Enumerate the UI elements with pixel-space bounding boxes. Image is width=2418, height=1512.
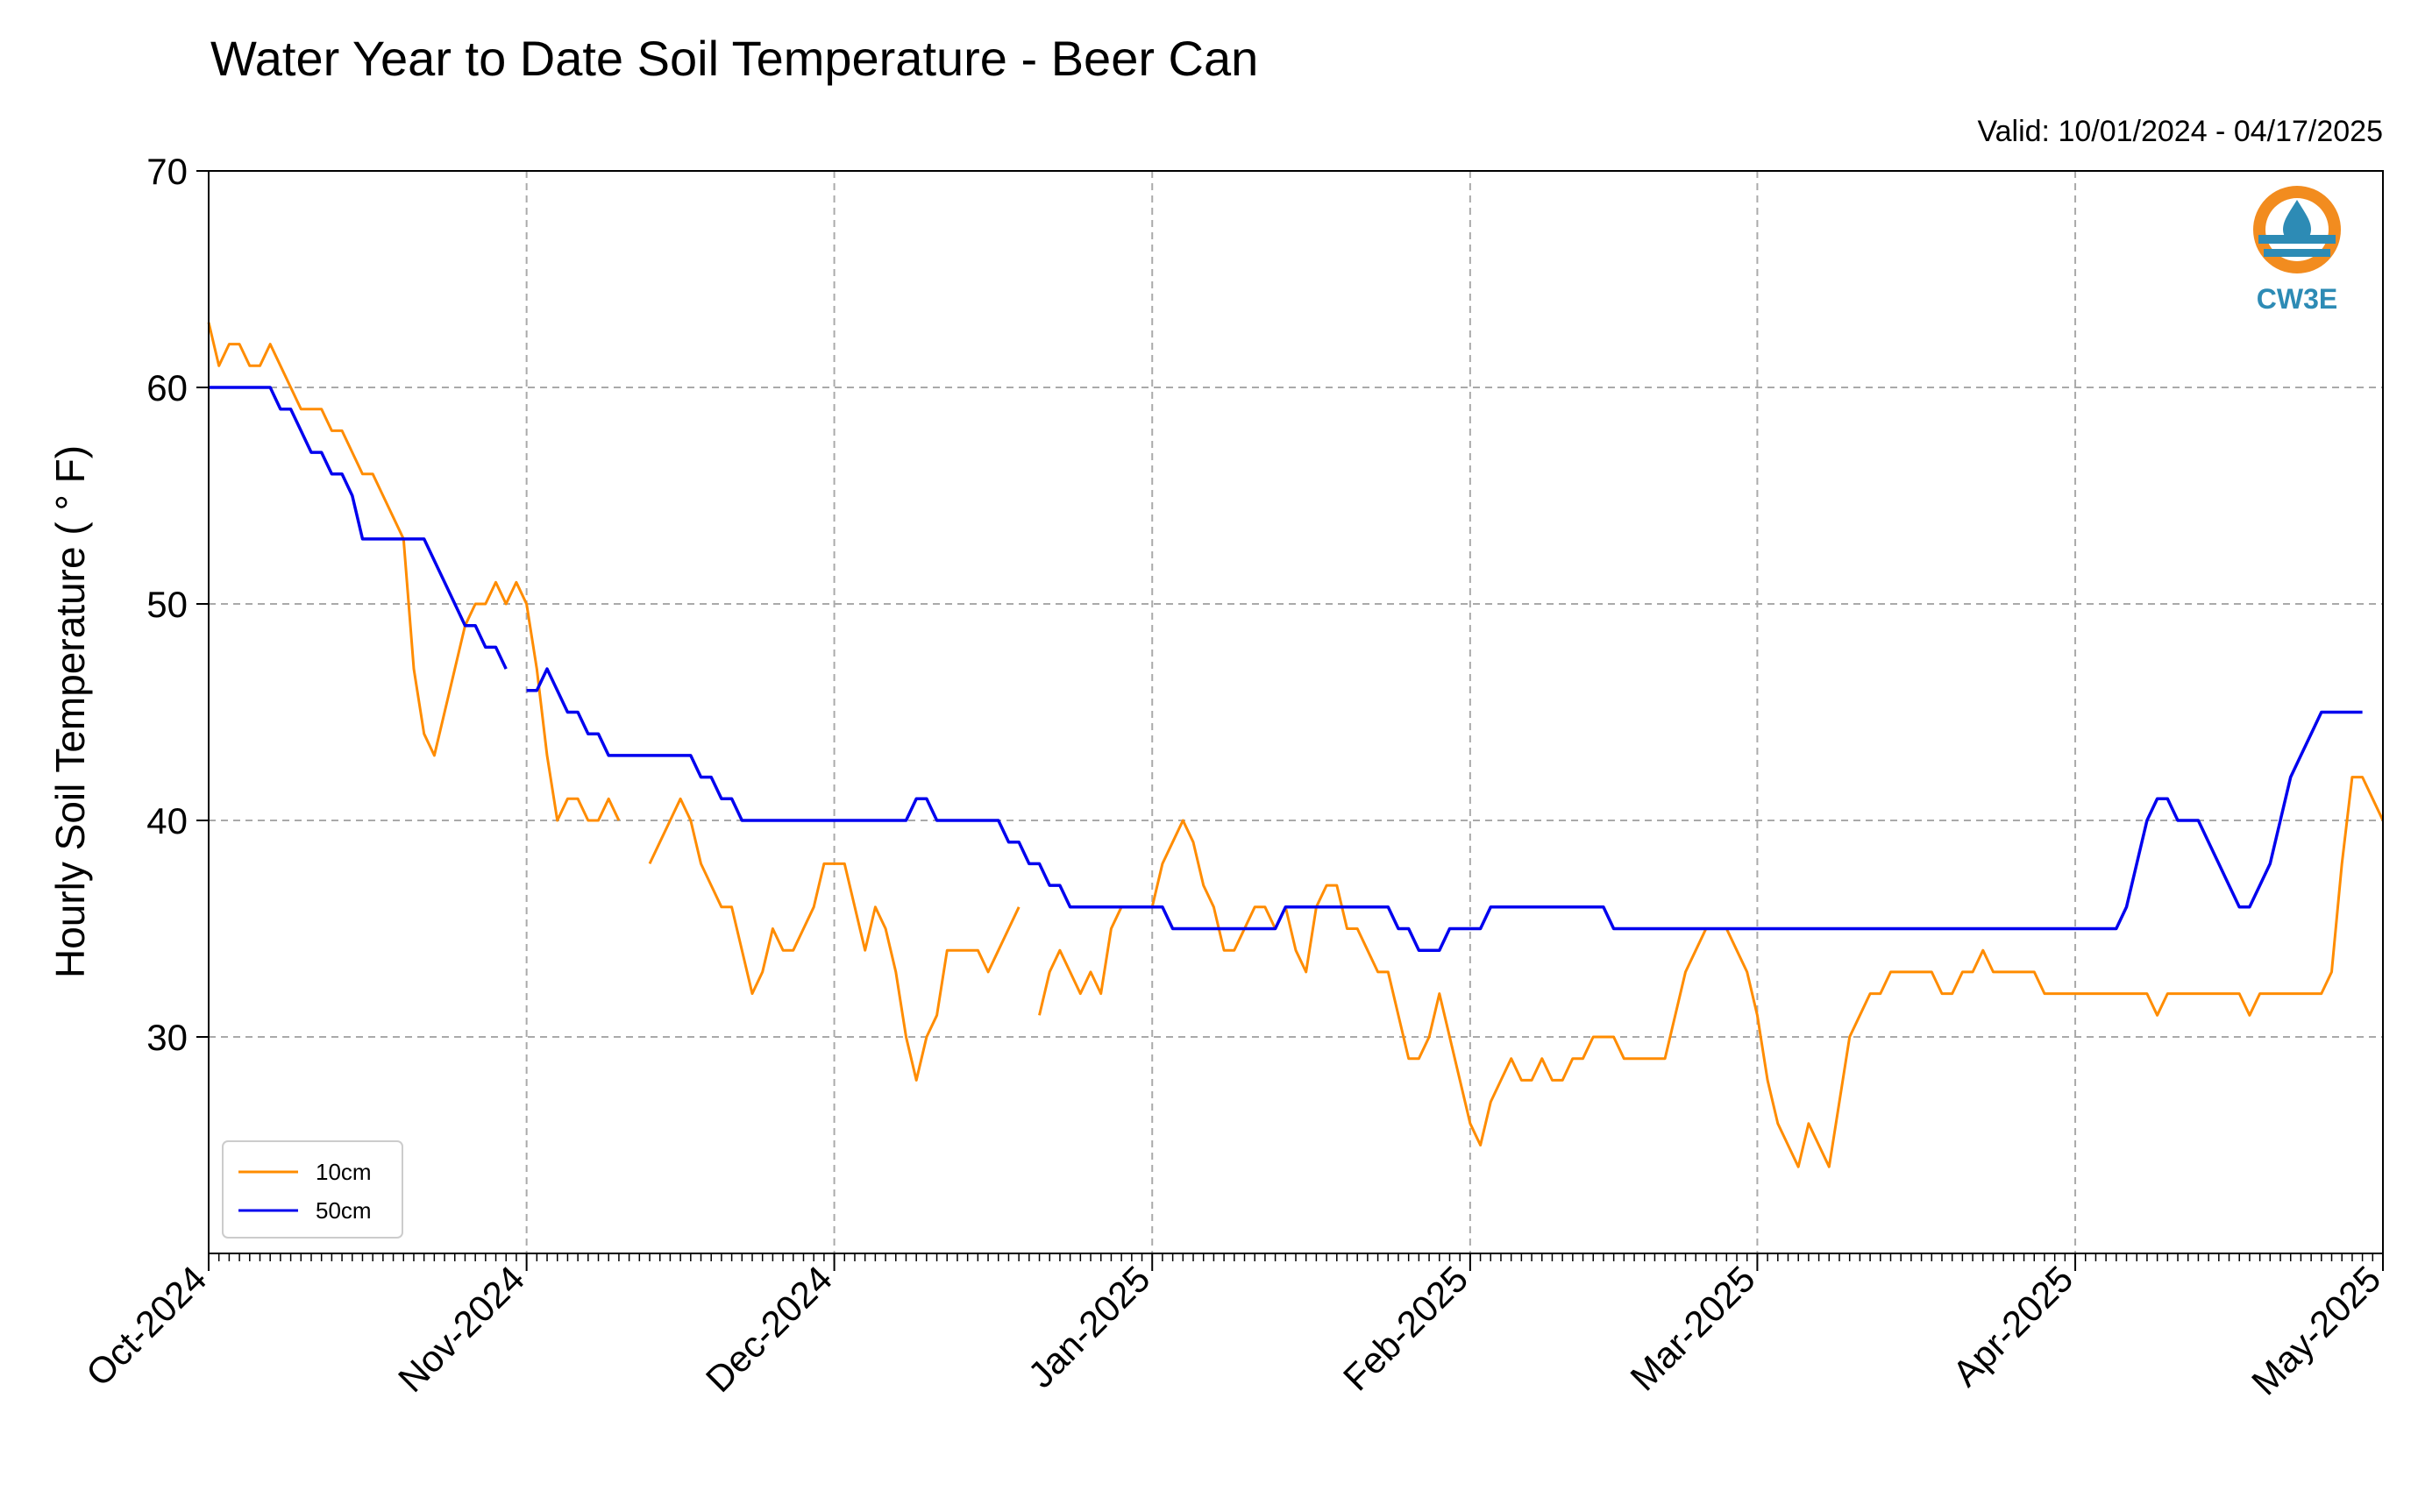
- y-tick-label: 50: [146, 584, 188, 625]
- y-tick-label: 60: [146, 367, 188, 408]
- x-tick-label: Mar-2025: [1622, 1258, 1762, 1398]
- cw3e-logo: CW3E: [2253, 186, 2341, 315]
- plot-frame: [208, 170, 2384, 1254]
- x-tick-label: Apr-2025: [1945, 1258, 2080, 1394]
- x-tick-label: Feb-2025: [1335, 1258, 1476, 1398]
- legend: 10cm 50cm: [222, 1140, 403, 1239]
- y-tick-label: 70: [146, 151, 188, 192]
- x-tick-label: Dec-2024: [698, 1258, 840, 1400]
- y-axis: 30 40 50 60 70: [146, 151, 209, 1058]
- chart-title: Water Year to Date Soil Temperature - Be…: [210, 31, 1258, 86]
- y-tick-label: 30: [146, 1017, 188, 1058]
- x-tick-label: May-2025: [2244, 1258, 2388, 1402]
- legend-label: 10cm: [316, 1159, 372, 1185]
- x-tick-label: Oct-2024: [78, 1258, 214, 1394]
- plot-area: [207, 322, 2385, 1168]
- y-tick-label: 40: [146, 800, 188, 841]
- water-drop-icon: [2253, 186, 2341, 273]
- legend-label: 50cm: [316, 1197, 372, 1224]
- valid-date-range: Valid: 10/01/2024 - 04/17/2025: [1977, 115, 2383, 148]
- x-tick-label: Nov-2024: [390, 1258, 532, 1400]
- logo-text: CW3E: [2257, 283, 2337, 315]
- x-tick-label: Jan-2025: [1021, 1258, 1158, 1395]
- series-line-50cm: [209, 386, 2363, 952]
- y-axis-label: Hourly Soil Temperature ( ° F): [47, 445, 93, 978]
- x-axis: Oct-2024 Nov-2024 Dec-2024 Jan-2025 Feb-2025…: [78, 1253, 2388, 1402]
- gridlines: [208, 170, 2384, 1253]
- series-line-10cm: [207, 322, 2385, 1168]
